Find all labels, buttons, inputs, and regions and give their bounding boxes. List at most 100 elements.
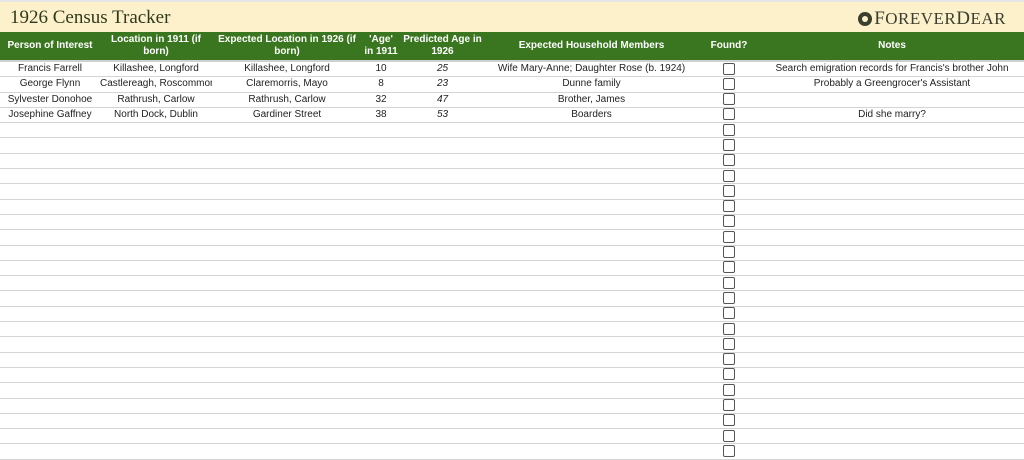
found-checkbox[interactable] bbox=[723, 429, 735, 442]
cell-notes[interactable] bbox=[760, 428, 1024, 445]
cell-age1911[interactable] bbox=[362, 229, 400, 246]
cell-notes[interactable] bbox=[760, 92, 1024, 108]
cell-household[interactable] bbox=[485, 321, 698, 338]
found-checkbox[interactable] bbox=[723, 154, 735, 167]
cell-loc1926[interactable] bbox=[212, 214, 362, 231]
cell-age1911[interactable] bbox=[362, 321, 400, 338]
found-checkbox[interactable] bbox=[723, 246, 735, 259]
cell-person[interactable] bbox=[0, 306, 100, 323]
found-checkbox[interactable] bbox=[723, 93, 735, 106]
cell-household[interactable] bbox=[485, 122, 698, 139]
cell-person[interactable]: George Flynn bbox=[0, 76, 100, 93]
cell-loc1926[interactable] bbox=[212, 229, 362, 246]
cell-person[interactable] bbox=[0, 290, 100, 307]
cell-age1926[interactable] bbox=[400, 428, 485, 445]
cell-household[interactable] bbox=[485, 413, 698, 430]
cell-loc1926[interactable] bbox=[212, 336, 362, 353]
cell-age1926[interactable]: 53 bbox=[400, 107, 485, 124]
cell-notes[interactable] bbox=[760, 229, 1024, 246]
cell-loc1911[interactable]: Rathrush, Carlow bbox=[100, 92, 212, 108]
cell-person[interactable]: Francis Farrell bbox=[0, 61, 100, 78]
found-checkbox[interactable] bbox=[723, 123, 735, 136]
cell-age1926[interactable]: 23 bbox=[400, 76, 485, 93]
cell-person[interactable] bbox=[0, 245, 100, 261]
cell-loc1911[interactable] bbox=[100, 367, 212, 384]
cell-age1911[interactable] bbox=[362, 245, 400, 261]
cell-age1926[interactable] bbox=[400, 214, 485, 231]
cell-loc1926[interactable] bbox=[212, 290, 362, 307]
cell-loc1911[interactable]: Killashee, Longford bbox=[100, 61, 212, 78]
cell-age1926[interactable] bbox=[400, 352, 485, 368]
cell-notes[interactable] bbox=[760, 183, 1024, 200]
cell-person[interactable]: Sylvester Donohoe bbox=[0, 92, 100, 108]
cell-loc1911[interactable] bbox=[100, 321, 212, 338]
cell-person[interactable] bbox=[0, 336, 100, 353]
cell-notes[interactable] bbox=[760, 122, 1024, 139]
cell-household[interactable]: Boarders bbox=[485, 107, 698, 124]
cell-age1911[interactable]: 32 bbox=[362, 92, 400, 108]
cell-person[interactable] bbox=[0, 352, 100, 368]
cell-household[interactable] bbox=[485, 214, 698, 231]
cell-age1911[interactable] bbox=[362, 306, 400, 323]
cell-notes[interactable] bbox=[760, 367, 1024, 384]
cell-household[interactable] bbox=[485, 290, 698, 307]
cell-notes[interactable] bbox=[760, 321, 1024, 338]
cell-loc1911[interactable] bbox=[100, 260, 212, 277]
found-checkbox[interactable] bbox=[723, 368, 735, 381]
cell-age1911[interactable] bbox=[362, 260, 400, 277]
cell-age1926[interactable] bbox=[400, 260, 485, 277]
cell-loc1911[interactable] bbox=[100, 413, 212, 430]
cell-loc1926[interactable]: Claremorris, Mayo bbox=[212, 76, 362, 93]
cell-age1926[interactable] bbox=[400, 183, 485, 200]
found-checkbox[interactable] bbox=[723, 184, 735, 197]
cell-age1926[interactable] bbox=[400, 382, 485, 399]
cell-household[interactable]: Wife Mary-Anne; Daughter Rose (b. 1924) bbox=[485, 61, 698, 78]
cell-loc1926[interactable] bbox=[212, 413, 362, 430]
cell-loc1911[interactable] bbox=[100, 214, 212, 231]
cell-household[interactable] bbox=[485, 137, 698, 154]
cell-notes[interactable] bbox=[760, 245, 1024, 261]
found-checkbox[interactable] bbox=[723, 337, 735, 350]
cell-age1926[interactable] bbox=[400, 398, 485, 414]
cell-age1926[interactable] bbox=[400, 367, 485, 384]
cell-age1911[interactable]: 8 bbox=[362, 76, 400, 93]
found-checkbox[interactable] bbox=[723, 353, 735, 366]
cell-age1926[interactable] bbox=[400, 229, 485, 246]
cell-age1911[interactable]: 38 bbox=[362, 107, 400, 124]
found-checkbox[interactable] bbox=[723, 261, 735, 274]
cell-notes[interactable] bbox=[760, 398, 1024, 414]
cell-age1911[interactable] bbox=[362, 168, 400, 185]
cell-loc1926[interactable]: Killashee, Longford bbox=[212, 61, 362, 78]
found-checkbox[interactable] bbox=[723, 307, 735, 320]
cell-person[interactable] bbox=[0, 229, 100, 246]
cell-household[interactable] bbox=[485, 153, 698, 170]
cell-loc1911[interactable] bbox=[100, 352, 212, 368]
cell-age1911[interactable] bbox=[362, 413, 400, 430]
cell-loc1911[interactable] bbox=[100, 199, 212, 215]
cell-age1911[interactable] bbox=[362, 367, 400, 384]
found-checkbox[interactable] bbox=[723, 200, 735, 213]
cell-age1926[interactable] bbox=[400, 168, 485, 185]
cell-loc1911[interactable] bbox=[100, 229, 212, 246]
cell-age1911[interactable] bbox=[362, 153, 400, 170]
cell-loc1911[interactable]: Castlereagh, Roscommon bbox=[100, 76, 212, 93]
cell-loc1911[interactable] bbox=[100, 443, 212, 460]
cell-notes[interactable] bbox=[760, 306, 1024, 323]
cell-person[interactable] bbox=[0, 275, 100, 292]
cell-loc1911[interactable] bbox=[100, 168, 212, 185]
cell-age1911[interactable] bbox=[362, 443, 400, 460]
cell-loc1911[interactable] bbox=[100, 153, 212, 170]
cell-person[interactable] bbox=[0, 168, 100, 185]
cell-loc1926[interactable]: Rathrush, Carlow bbox=[212, 92, 362, 108]
cell-notes[interactable] bbox=[760, 153, 1024, 170]
cell-age1911[interactable] bbox=[362, 183, 400, 200]
cell-loc1911[interactable] bbox=[100, 183, 212, 200]
cell-household[interactable] bbox=[485, 352, 698, 368]
cell-notes[interactable] bbox=[760, 137, 1024, 154]
cell-age1926[interactable] bbox=[400, 137, 485, 154]
cell-loc1926[interactable] bbox=[212, 428, 362, 445]
cell-loc1926[interactable] bbox=[212, 245, 362, 261]
found-checkbox[interactable] bbox=[723, 276, 735, 289]
cell-loc1926[interactable] bbox=[212, 183, 362, 200]
cell-household[interactable] bbox=[485, 229, 698, 246]
